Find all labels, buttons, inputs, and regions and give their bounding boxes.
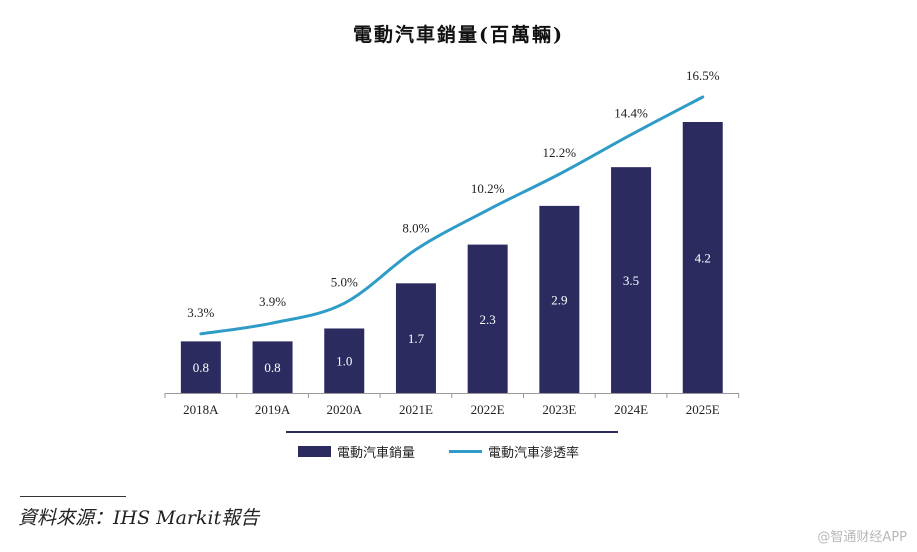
bar-2025E [682,122,723,393]
x-tick-label: 2024E [614,402,648,417]
bar-2024E [611,167,652,393]
watermark: @智通财经APP [817,530,907,545]
x-tick-label: 2018A [183,402,219,417]
bar-2018A [180,341,221,393]
bar-2020A [324,328,365,393]
x-tick-label: 2019A [255,402,291,417]
legend-bar-swatch [298,445,331,457]
penetration-rate-label: 16.5% [686,68,720,83]
penetration-rate-label: 3.3% [187,305,214,320]
legend-line-label: 電動汽車滲透率 [488,445,580,461]
x-tick-label: 2023E [542,402,576,417]
legend: 電動汽車銷量 電動汽車滲透率 [298,441,579,461]
bar-2021E [395,283,436,393]
legend-bar-label: 電動汽車銷量 [337,445,416,461]
bar-2019A [252,341,293,393]
bar-value-label: 3.5 [623,273,639,288]
penetration-rate-label: 3.9% [259,294,286,309]
bar-value-label: 2.9 [551,292,567,307]
source-note: 資料來源：IHS Markit報告 [18,507,260,529]
x-tick-label: 2020A [327,402,363,417]
penetration-rate-label: 8.0% [402,220,429,235]
legend-line-swatch [449,449,483,453]
bar-value-label: 2.3 [480,312,496,327]
source-divider [20,496,126,497]
chart-title: 電動汽車銷量(百萬輛) [353,24,564,46]
bar-value-label: 0.8 [264,360,280,375]
penetration-rate-label: 5.0% [331,274,358,289]
x-tick-label: 2022E [471,402,505,417]
penetration-rate-label: 14.4% [614,106,648,121]
bar-2022E [467,244,508,393]
bar-value-label: 1.7 [408,331,425,346]
penetration-rate-label: 10.2% [471,181,505,196]
bar-2023E [539,205,580,393]
bar-value-label: 4.2 [695,251,711,266]
bar-value-label: 1.0 [336,354,352,369]
penetration-rate-label: 12.2% [543,145,577,160]
bar-value-label: 0.8 [193,360,209,375]
penetration-rate-line [199,95,705,336]
x-tick-label: 2021E [399,402,433,417]
x-tick-label: 2025E [686,402,720,417]
